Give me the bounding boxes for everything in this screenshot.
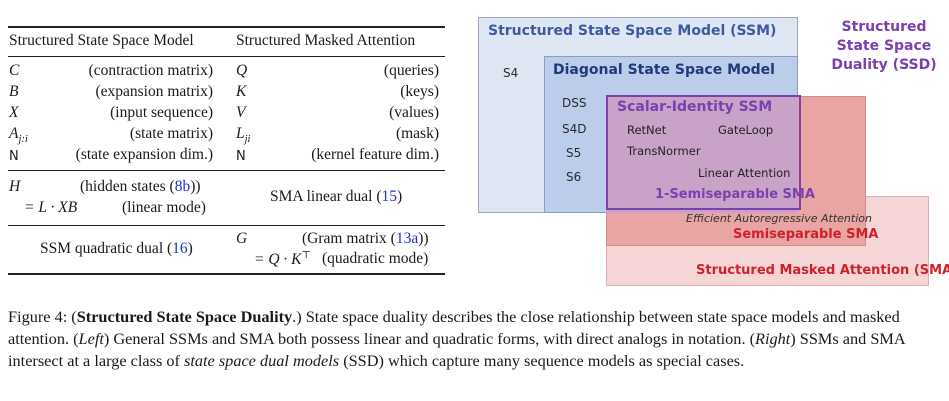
table-mid-rule [8, 170, 445, 171]
header-sma: Structured Masked Attention [236, 32, 416, 49]
linear-attention-label: Linear Attention [698, 166, 791, 180]
ref-8b[interactable]: 8b [174, 178, 191, 195]
eq-linear: = L · XB [24, 199, 78, 216]
sym-l-sub: ji [244, 134, 251, 146]
one-semiseparable-title: 1-Semiseparable SMA [655, 187, 815, 202]
desc-gram: (Gram matrix (13a)) [302, 230, 429, 247]
ssm-title: Structured State Space Model (SSM) [488, 23, 777, 39]
sym-k: K [236, 83, 247, 100]
sym-l: Lji [236, 125, 251, 146]
s4d-label: S4D [562, 122, 587, 136]
desc-kernel-dim: (kernel feature dim.) [311, 146, 439, 163]
desc-values: (values) [389, 104, 439, 121]
desc-hidden: (hidden states (8b)) [80, 178, 201, 195]
header-ssm: Structured State Space Model [9, 32, 194, 49]
desc-mask: (mask) [395, 125, 439, 142]
sym-g: G [236, 230, 248, 247]
diagonal-title: Diagonal State Space Model [553, 62, 775, 78]
desc-contraction: (contraction matrix) [88, 62, 213, 79]
scalar-identity-region [606, 95, 801, 210]
s4-label: S4 [503, 66, 519, 80]
sma-linear-dual: SMA linear dual (15) [270, 188, 403, 205]
s6-label: S6 [566, 170, 582, 184]
sym-c: C [9, 62, 20, 79]
desc-keys: (keys) [400, 83, 439, 100]
scalar-identity-title: Scalar-Identity SSM [617, 99, 773, 115]
caption-bold: Structured State Space Duality [76, 307, 293, 326]
sym-a: Aj:i [9, 125, 28, 146]
desc-state-dim: (state expansion dim.) [75, 146, 213, 163]
ref-13a[interactable]: 13a [395, 230, 419, 247]
table-lower-rule [8, 225, 445, 226]
table-header-rule [8, 56, 445, 57]
ref-16[interactable]: 16 [172, 240, 188, 257]
sym-a-sub: j:i [18, 134, 28, 146]
desc-queries: (queries) [383, 62, 439, 79]
semiseparable-title: Semiseparable SMA [733, 227, 879, 242]
table-bottom-rule [8, 273, 445, 275]
sma-title: Structured Masked Attention (SMA) [696, 263, 949, 278]
sym-v: V [236, 104, 246, 121]
desc-input: (input sequence) [110, 104, 213, 121]
sym-h: H [9, 178, 21, 195]
table-top-rule [8, 26, 445, 28]
desc-expansion: (expansion matrix) [95, 83, 213, 100]
dss-label: DSS [562, 96, 587, 110]
gateloop-label: GateLoop [718, 123, 774, 137]
sym-b: B [9, 83, 19, 100]
ssm-quadratic-dual: SSM quadratic dual (16) [40, 240, 193, 257]
mode-linear: (linear mode) [122, 199, 206, 216]
figure-caption: Figure 4: (Structured State Space Dualit… [8, 307, 905, 370]
eq-quadratic: = Q · K⊤ [254, 250, 311, 269]
desc-state: (state matrix) [129, 125, 213, 142]
s5-label: S5 [566, 146, 582, 160]
mode-quadratic: (quadratic mode) [322, 250, 429, 267]
sym-x: X [9, 104, 19, 121]
efficient-attention-label: Efficient Autoregressive Attention [686, 212, 872, 225]
sym-n-right: N [236, 149, 246, 164]
transnormer-label: TransNormer [627, 144, 701, 158]
retnet-label: RetNet [627, 123, 667, 137]
ref-15[interactable]: 15 [381, 188, 398, 205]
sym-q: Q [236, 62, 248, 79]
sym-n-left: N [9, 149, 19, 164]
overlap-region [606, 96, 798, 213]
ssd-title: Structured State Space Duality (SSD) [831, 19, 937, 73]
